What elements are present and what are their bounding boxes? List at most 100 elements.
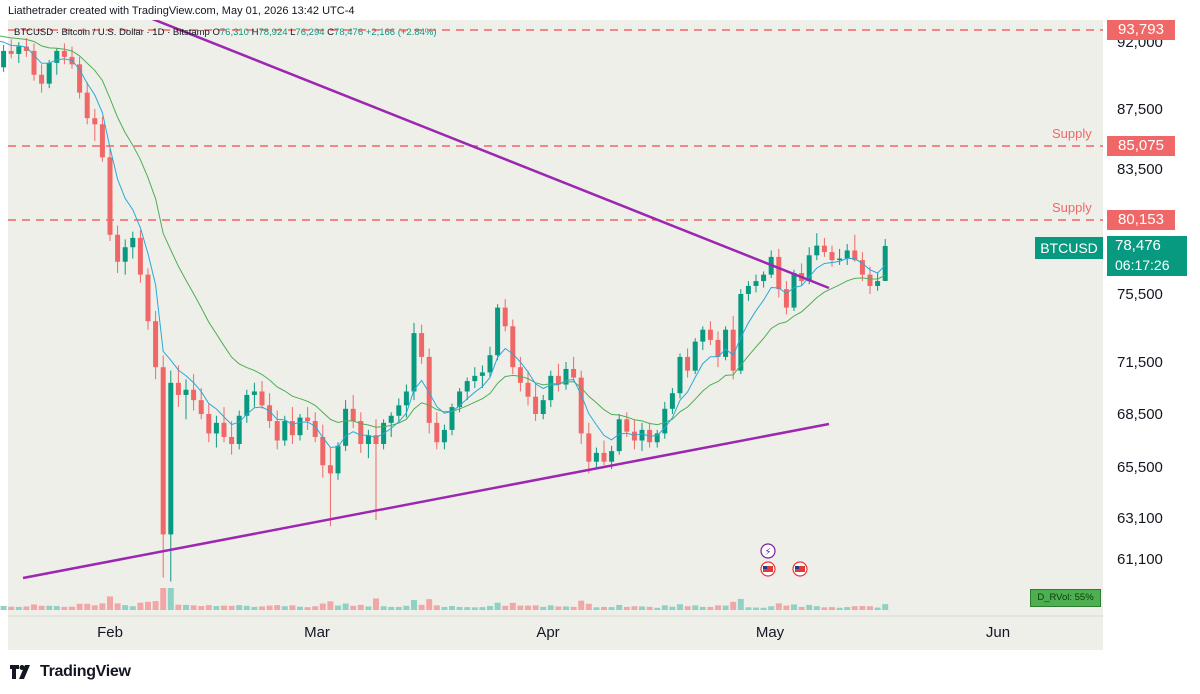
candle[interactable] [715, 331, 721, 368]
candle[interactable] [677, 353, 683, 399]
candle[interactable] [761, 271, 767, 288]
candle[interactable] [776, 248, 782, 298]
candle[interactable] [206, 403, 212, 443]
candle[interactable] [191, 374, 197, 411]
candle[interactable] [259, 381, 265, 409]
candle[interactable] [153, 311, 159, 380]
candle[interactable] [69, 46, 75, 69]
candle[interactable] [77, 56, 83, 99]
candle[interactable] [555, 363, 561, 392]
candle[interactable] [882, 239, 888, 282]
candle[interactable] [282, 415, 288, 446]
candle[interactable] [145, 268, 151, 330]
candle[interactable] [867, 266, 873, 294]
candle[interactable] [320, 424, 326, 478]
candle[interactable] [738, 289, 744, 375]
candle[interactable] [723, 326, 729, 361]
candle[interactable] [365, 429, 371, 459]
candle[interactable] [31, 43, 37, 81]
candle[interactable] [533, 384, 539, 422]
candle[interactable] [297, 414, 303, 441]
candle[interactable] [160, 355, 166, 578]
candle[interactable] [685, 348, 691, 378]
candle[interactable] [92, 109, 98, 142]
candle[interactable] [852, 234, 858, 262]
candle[interactable] [434, 412, 440, 450]
candle[interactable] [426, 348, 432, 434]
candle[interactable] [16, 42, 22, 63]
candle[interactable] [578, 370, 584, 445]
candle[interactable] [662, 401, 668, 439]
candle[interactable] [183, 379, 189, 420]
symbol-legend[interactable]: BTCUSD · Bitcoin / U.S. Dollar · 1D · Bi… [14, 27, 437, 38]
candle[interactable] [137, 230, 143, 283]
candle[interactable] [639, 422, 645, 452]
candle[interactable] [571, 356, 577, 382]
candle[interactable] [700, 326, 706, 351]
candle[interactable] [487, 346, 493, 378]
candle[interactable] [175, 365, 181, 408]
candle[interactable] [54, 47, 60, 75]
candle[interactable] [198, 388, 204, 420]
candle[interactable] [335, 442, 341, 480]
candle[interactable] [745, 281, 751, 301]
candle[interactable] [707, 321, 713, 345]
candle[interactable] [107, 148, 113, 241]
candle[interactable] [221, 407, 227, 443]
candle[interactable] [540, 394, 546, 420]
candle[interactable] [601, 440, 607, 466]
candle[interactable] [229, 421, 235, 455]
candle[interactable] [692, 338, 698, 375]
candle[interactable] [350, 394, 356, 429]
candle[interactable] [837, 248, 843, 265]
candle[interactable] [821, 237, 827, 257]
candle[interactable] [799, 263, 805, 286]
candle[interactable] [8, 39, 14, 59]
candle[interactable] [472, 367, 478, 388]
candle[interactable] [130, 231, 136, 259]
candle[interactable] [457, 388, 463, 413]
candle[interactable] [411, 322, 417, 401]
candle[interactable] [525, 370, 531, 406]
ascending-trendline[interactable] [22, 422, 830, 580]
descending-trendline[interactable] [150, 20, 830, 290]
candle[interactable] [631, 419, 637, 450]
candle[interactable] [61, 43, 67, 65]
candle[interactable] [236, 410, 242, 450]
candle[interactable] [343, 400, 349, 452]
candle[interactable] [783, 281, 789, 315]
candle[interactable] [244, 389, 250, 423]
candle[interactable] [213, 415, 219, 448]
candle[interactable] [875, 273, 881, 291]
candle[interactable] [115, 225, 121, 274]
candle[interactable] [1, 44, 7, 72]
candle[interactable] [844, 244, 850, 265]
candle[interactable] [586, 422, 592, 474]
candle[interactable] [327, 447, 333, 527]
candle[interactable] [251, 382, 257, 408]
candle[interactable] [495, 304, 501, 361]
candle[interactable] [814, 233, 820, 261]
candle[interactable] [464, 377, 470, 401]
candle[interactable] [358, 412, 364, 453]
candle[interactable] [548, 370, 554, 408]
candle[interactable] [289, 407, 295, 445]
candle[interactable] [99, 116, 105, 162]
candle[interactable] [806, 247, 812, 285]
candle[interactable] [654, 429, 660, 448]
candle[interactable] [274, 410, 280, 450]
candle[interactable] [373, 419, 379, 521]
candle[interactable] [312, 412, 318, 443]
candle[interactable] [419, 324, 425, 364]
candle[interactable] [84, 82, 90, 125]
candle[interactable] [593, 447, 599, 470]
price-chart[interactable]: 92,00087,50083,50075,50071,50068,50065,5… [0, 20, 1200, 650]
candle[interactable] [510, 319, 516, 375]
candle[interactable] [753, 274, 759, 293]
candle[interactable] [441, 424, 447, 450]
candle[interactable] [502, 299, 508, 332]
chart-frame[interactable]: 92,000 87,500 83,500 75,500 71,500 68,500 65,5… [0, 20, 1200, 650]
candle[interactable] [791, 269, 797, 311]
candle[interactable] [829, 245, 835, 267]
candle[interactable] [39, 64, 45, 93]
